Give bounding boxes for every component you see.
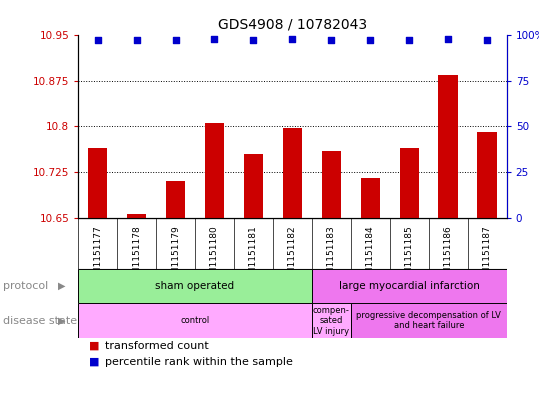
Bar xyxy=(351,303,507,338)
Bar xyxy=(322,151,341,218)
Bar xyxy=(312,303,351,338)
Bar xyxy=(361,178,380,218)
Text: ■: ■ xyxy=(89,341,99,351)
Text: GSM1151178: GSM1151178 xyxy=(132,226,141,286)
Text: disease state: disease state xyxy=(3,316,77,326)
Text: compen-
sated
LV injury: compen- sated LV injury xyxy=(313,306,350,336)
Bar xyxy=(439,75,458,218)
Point xyxy=(405,37,413,44)
Bar xyxy=(88,148,107,218)
Point xyxy=(288,35,297,42)
Point xyxy=(366,37,375,44)
Text: sham operated: sham operated xyxy=(155,281,234,291)
Text: GSM1151185: GSM1151185 xyxy=(405,226,414,286)
Bar xyxy=(78,269,312,303)
Text: GSM1151182: GSM1151182 xyxy=(288,226,297,286)
Point xyxy=(210,35,219,42)
Text: progressive decompensation of LV
and heart failure: progressive decompensation of LV and hea… xyxy=(356,311,501,331)
Bar xyxy=(282,128,302,218)
Bar xyxy=(205,123,224,218)
Text: GSM1151181: GSM1151181 xyxy=(249,226,258,286)
Text: control: control xyxy=(181,316,210,325)
Text: transformed count: transformed count xyxy=(105,341,209,351)
Text: GSM1151177: GSM1151177 xyxy=(93,226,102,286)
Point xyxy=(132,37,141,44)
Point xyxy=(327,37,336,44)
Point xyxy=(444,35,453,42)
Text: GSM1151179: GSM1151179 xyxy=(171,226,180,286)
Text: GSM1151180: GSM1151180 xyxy=(210,226,219,286)
Text: protocol: protocol xyxy=(3,281,48,291)
Point xyxy=(483,37,492,44)
Text: GSM1151184: GSM1151184 xyxy=(366,226,375,286)
Bar xyxy=(399,148,419,218)
Bar xyxy=(166,181,185,218)
Bar xyxy=(244,154,263,218)
Text: percentile rank within the sample: percentile rank within the sample xyxy=(105,356,293,367)
Text: ▶: ▶ xyxy=(58,316,66,326)
Bar xyxy=(478,132,497,218)
Title: GDS4908 / 10782043: GDS4908 / 10782043 xyxy=(218,17,367,31)
Text: GSM1151187: GSM1151187 xyxy=(483,226,492,286)
Point xyxy=(171,37,180,44)
Bar xyxy=(78,303,312,338)
Text: ■: ■ xyxy=(89,356,99,367)
Bar xyxy=(312,269,507,303)
Point xyxy=(249,37,258,44)
Text: GSM1151186: GSM1151186 xyxy=(444,226,453,286)
Point xyxy=(93,37,102,44)
Bar xyxy=(127,214,146,218)
Text: GSM1151183: GSM1151183 xyxy=(327,226,336,286)
Text: large myocardial infarction: large myocardial infarction xyxy=(339,281,480,291)
Text: ▶: ▶ xyxy=(58,281,66,291)
